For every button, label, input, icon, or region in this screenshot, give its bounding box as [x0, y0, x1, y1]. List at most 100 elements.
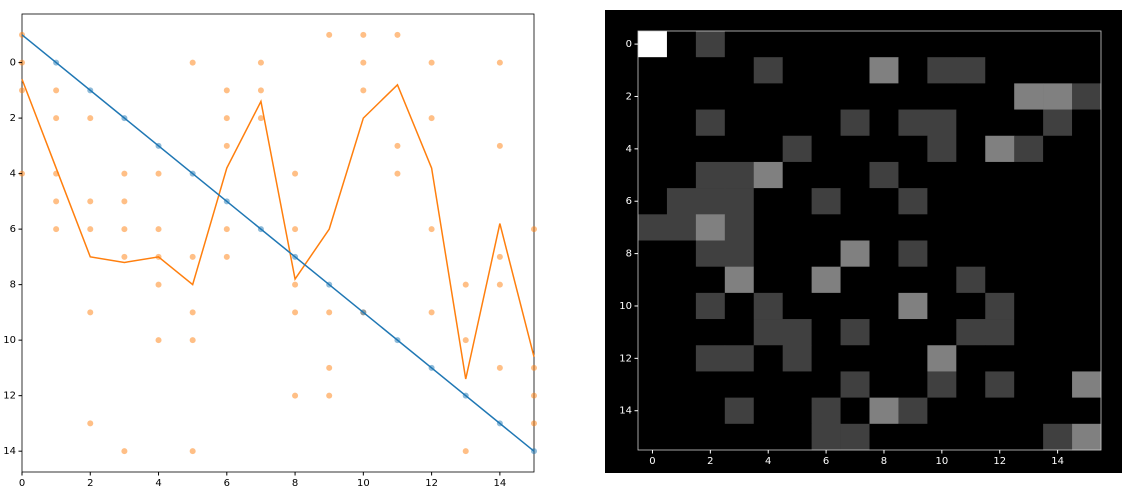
heatmap-cell — [695, 292, 726, 320]
scatter-point — [87, 226, 94, 233]
scatter-point — [121, 226, 128, 233]
heatmap-cell — [1014, 109, 1044, 137]
heatmap-cell — [666, 371, 697, 398]
heatmap-cell — [782, 31, 812, 58]
scatter-point — [189, 448, 196, 455]
heatmap-cell — [638, 266, 668, 294]
heatmap-cell — [1072, 161, 1102, 189]
scatter-point — [326, 31, 333, 38]
heatmap-cell — [753, 109, 783, 137]
scatter-point — [121, 198, 128, 205]
scatter-point — [531, 420, 537, 427]
heatmap-cell — [985, 161, 1015, 189]
heatmap-cell — [956, 423, 986, 451]
y-tick-label: 2 — [10, 113, 16, 124]
y-tick-label: 6 — [626, 196, 632, 207]
heatmap-cell — [840, 57, 870, 84]
heatmap-cell — [898, 57, 928, 84]
heatmap-cell — [753, 188, 783, 215]
heatmap-cell — [985, 423, 1015, 451]
heatmap-cell — [638, 135, 668, 163]
heatmap-cell — [666, 109, 697, 137]
y-tick-label: 8 — [626, 249, 632, 260]
heatmap-cell — [869, 371, 899, 398]
scatter-point — [496, 420, 503, 427]
x-tick-label: 4 — [765, 456, 771, 467]
scatter-point — [189, 309, 196, 316]
heatmap-cell — [956, 345, 986, 372]
heatmap-cell — [869, 214, 899, 241]
heatmap-cell — [1072, 240, 1102, 267]
heatmap-cell — [840, 31, 870, 58]
heatmap-cell — [1014, 135, 1044, 163]
heatmap-cell — [1014, 423, 1044, 451]
heatmap-cell — [898, 188, 928, 215]
heatmap-cell — [782, 83, 812, 110]
scatter-point — [155, 142, 162, 149]
heatmap-cell — [898, 319, 928, 346]
x-tick-label: 2 — [87, 478, 93, 489]
heatmap-cell — [638, 423, 668, 451]
heatmap-cell — [811, 319, 841, 346]
scatter-point — [326, 364, 333, 371]
heatmap-cell — [1072, 57, 1102, 84]
heatmap-cell — [782, 214, 812, 241]
heatmap-cell — [811, 83, 841, 110]
scatter-point — [292, 309, 299, 316]
scatter-point — [19, 87, 25, 94]
heatmap-cell — [1043, 397, 1073, 425]
heatmap-cell — [724, 240, 755, 267]
heatmap-cell — [638, 345, 668, 372]
heatmap-cell — [753, 83, 783, 110]
y-tick-label: 8 — [10, 280, 16, 291]
heatmap-cell — [695, 83, 726, 110]
heatmap-cell — [695, 397, 726, 425]
heatmap-cell — [840, 371, 870, 398]
heatmap-cell — [1014, 292, 1044, 320]
heatmap-cell — [927, 240, 957, 267]
heatmap-cell — [782, 240, 812, 267]
scatter-point — [292, 170, 299, 177]
heatmap-cell — [927, 57, 957, 84]
scatter-point — [155, 281, 162, 288]
scatter-point — [155, 226, 162, 233]
heatmap-cell — [782, 292, 812, 320]
scatter-point — [292, 253, 299, 260]
heatmap-cell — [869, 292, 899, 320]
heatmap-cell — [753, 371, 783, 398]
heatmap-cell — [724, 423, 755, 451]
heatmap-cell — [956, 83, 986, 110]
heatmap-cell — [753, 161, 783, 189]
heatmap-cell — [811, 31, 841, 58]
heatmap-cell — [695, 266, 726, 294]
heatmap-cell — [666, 266, 697, 294]
heatmap-cell — [1043, 31, 1073, 58]
heatmap-cell — [695, 319, 726, 346]
scatter-point — [87, 87, 94, 94]
heatmap-cell — [840, 83, 870, 110]
heatmap-cell — [811, 371, 841, 398]
heatmap-cell — [956, 109, 986, 137]
heatmap-cell — [782, 161, 812, 189]
heatmap-cell — [927, 423, 957, 451]
heatmap-cell — [666, 319, 697, 346]
heatmap-cell — [695, 423, 726, 451]
scatter-point — [121, 170, 128, 177]
heatmap-cell — [666, 345, 697, 372]
heatmap-cell — [1014, 161, 1044, 189]
heatmap-cell — [1072, 371, 1102, 398]
heatmap-cell — [695, 135, 726, 163]
scatter-point — [121, 253, 128, 260]
scatter-point — [257, 87, 264, 94]
heatmap-cell — [927, 188, 957, 215]
heatmap-cell — [753, 240, 783, 267]
heatmap-cell — [1043, 83, 1073, 110]
scatter-point — [496, 59, 503, 66]
heatmap-cell — [753, 345, 783, 372]
heatmap-cell — [927, 397, 957, 425]
heatmap-cell — [956, 214, 986, 241]
heatmap-cell — [1072, 109, 1102, 137]
y-tick-label: 4 — [626, 144, 632, 155]
heatmap-cell — [898, 371, 928, 398]
line — [21, 78, 535, 380]
